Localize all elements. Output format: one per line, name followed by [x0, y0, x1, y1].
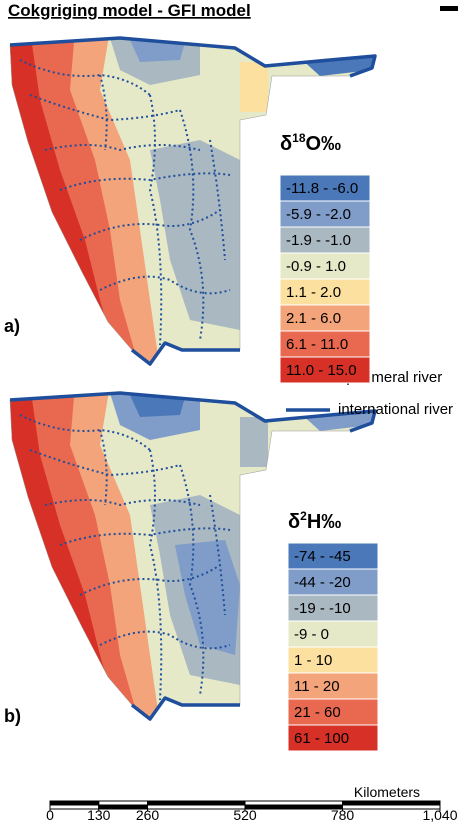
ephemeral-river [59, 172, 231, 191]
scale-bar: 0 130 260 520 780 1,040 [46, 800, 458, 823]
legend-entry: 21 - 60 [294, 704, 341, 721]
legend-swatch [287, 698, 379, 726]
legend-swatch [279, 174, 371, 202]
legend-entry: 2.1 - 6.0 [286, 310, 341, 327]
legend-entry: -11.8 - -6.0 [286, 180, 358, 197]
legend-title-part: δ [280, 133, 292, 155]
legend-swatch [279, 304, 371, 332]
scale-segment [342, 800, 441, 806]
ephemeral-river [148, 449, 163, 701]
legend-entry: 11.0 - 15.0 [286, 362, 357, 379]
zone [130, 395, 185, 417]
legend-entry: 11 - 20 [294, 678, 340, 695]
scale-tick-label: 130 [87, 807, 111, 823]
ephemeral-river [209, 494, 226, 616]
legend-entry: international river [338, 401, 453, 418]
international-river [130, 696, 240, 721]
legend-title-part: 18 [292, 131, 306, 145]
legend-swatch [287, 568, 379, 596]
legend-entry: -44 - -20 [294, 574, 351, 591]
ephemeral-river [44, 499, 201, 507]
scale-segment [147, 800, 246, 806]
zone [130, 40, 185, 62]
zone [240, 417, 268, 467]
ephemeral-river [44, 144, 201, 152]
ephemeral-river [179, 109, 205, 341]
scale-tick-label: 780 [331, 807, 355, 823]
scale-segment [147, 804, 246, 810]
international-river [9, 36, 377, 78]
legend-entry: -19 - -10 [294, 600, 351, 617]
legend-title-part: 2 [300, 509, 307, 523]
legend-title: δ2H‰ [288, 509, 341, 533]
ephemeral-river [99, 74, 108, 151]
scale-tick-label: 0 [46, 807, 54, 823]
legend-entry: -5.9 - -2.0 [286, 206, 351, 223]
scale-segment [49, 800, 100, 806]
legend-entry: 6.1 - 11.0 [286, 336, 348, 353]
legend-entry: -0.9 - 1.0 [286, 258, 346, 275]
legend-entry: 1.1 - 2.0 [286, 284, 341, 301]
scale-tick-label: 1,040 [422, 807, 457, 823]
legend-swatch [279, 200, 371, 228]
legend-swatch [279, 252, 371, 280]
ephemeral-river [209, 139, 226, 261]
legend-swatch [287, 724, 379, 752]
scale-segment [98, 800, 148, 806]
legend-entry: -9 - 0 [294, 626, 329, 643]
legend-entry: 1 - 10 [294, 652, 332, 669]
scale-segment [244, 800, 343, 806]
scale-segment [244, 804, 343, 810]
legend-title-part: H‰ [307, 511, 341, 533]
legend-entry: 61 - 100 [294, 730, 349, 747]
legend-entry: -1.9 - -1.0 [286, 232, 351, 249]
scale-unit: Kilometers [354, 784, 420, 800]
legend-swatch [279, 226, 371, 254]
legend-swatch [287, 672, 379, 700]
panel-label: b) [4, 706, 21, 726]
legend-title-part: O‰ [306, 133, 342, 155]
ephemeral-river [179, 464, 205, 696]
legend-title-part: δ [288, 511, 300, 533]
international-river [130, 341, 240, 366]
figure-title: Cokgriging model - GFI model [8, 1, 251, 20]
ephemeral-river [99, 429, 108, 506]
north-marker [440, 6, 458, 11]
legend-title: δ18O‰ [280, 131, 341, 155]
panel-label: a) [4, 316, 20, 336]
ephemeral-river [148, 94, 163, 346]
legend-swatch [279, 356, 371, 384]
legend-entry: -74 - -45 [294, 548, 351, 565]
international-river [9, 391, 377, 433]
ephemeral-river [59, 527, 231, 546]
scale-tick-label: 260 [136, 807, 160, 823]
scale-tick-label: 520 [233, 807, 257, 823]
zone [240, 62, 268, 112]
legend-swatch [279, 278, 371, 306]
